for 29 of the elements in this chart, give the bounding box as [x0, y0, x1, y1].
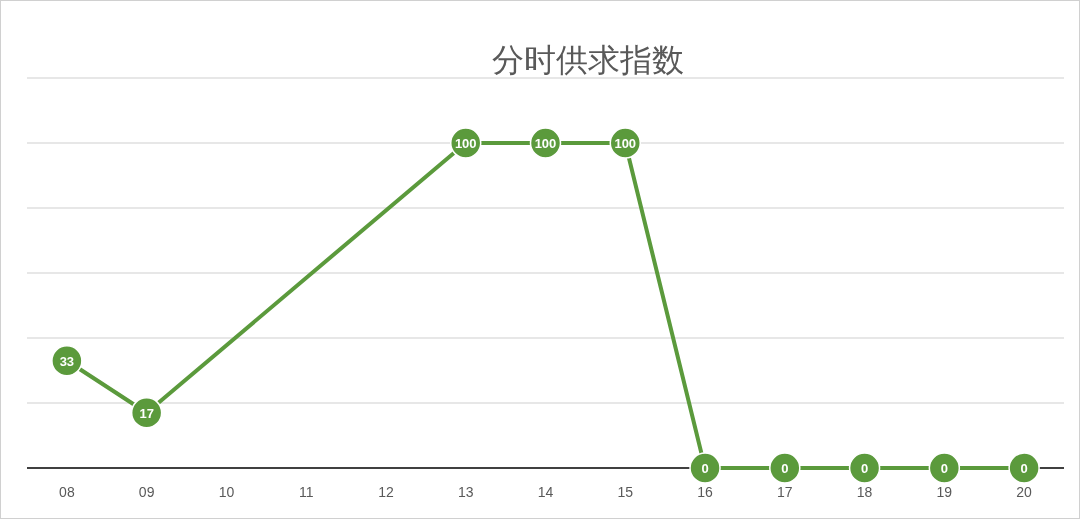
x-tick-label: 18 — [856, 484, 873, 500]
x-tick-label: 08 — [59, 484, 75, 500]
point — [769, 452, 801, 484]
data-label: 17 — [139, 405, 154, 421]
chart-title: 分时供求指数 — [492, 42, 684, 78]
data-label: 33 — [59, 353, 75, 369]
data-label: 0 — [940, 461, 948, 476]
x-tick-label: 09 — [138, 484, 155, 500]
data-label: 0 — [701, 461, 709, 476]
x-tick-label: 20 — [1016, 484, 1033, 500]
data-label: 0 — [860, 461, 869, 476]
x-tick-label: 19 — [936, 484, 953, 500]
point — [1008, 452, 1040, 484]
x-tick-label: 15 — [617, 484, 634, 500]
x-tick-label: 11 — [298, 484, 314, 500]
point — [848, 452, 881, 484]
point — [928, 452, 961, 484]
data-label: 100 — [614, 136, 637, 151]
data-label: 0 — [1020, 461, 1028, 476]
point — [689, 452, 721, 484]
x-tick-label: 13 — [457, 484, 474, 500]
x-tick-label: 17 — [777, 484, 793, 500]
x-tick-label: 16 — [697, 484, 714, 500]
data-label: 100 — [534, 136, 557, 151]
x-tick-label: 12 — [378, 484, 394, 500]
x-tick-label: 14 — [537, 484, 554, 500]
data-label: 0 — [781, 461, 789, 476]
data-label: 100 — [454, 136, 477, 151]
x-tick-label: 10 — [218, 484, 235, 500]
